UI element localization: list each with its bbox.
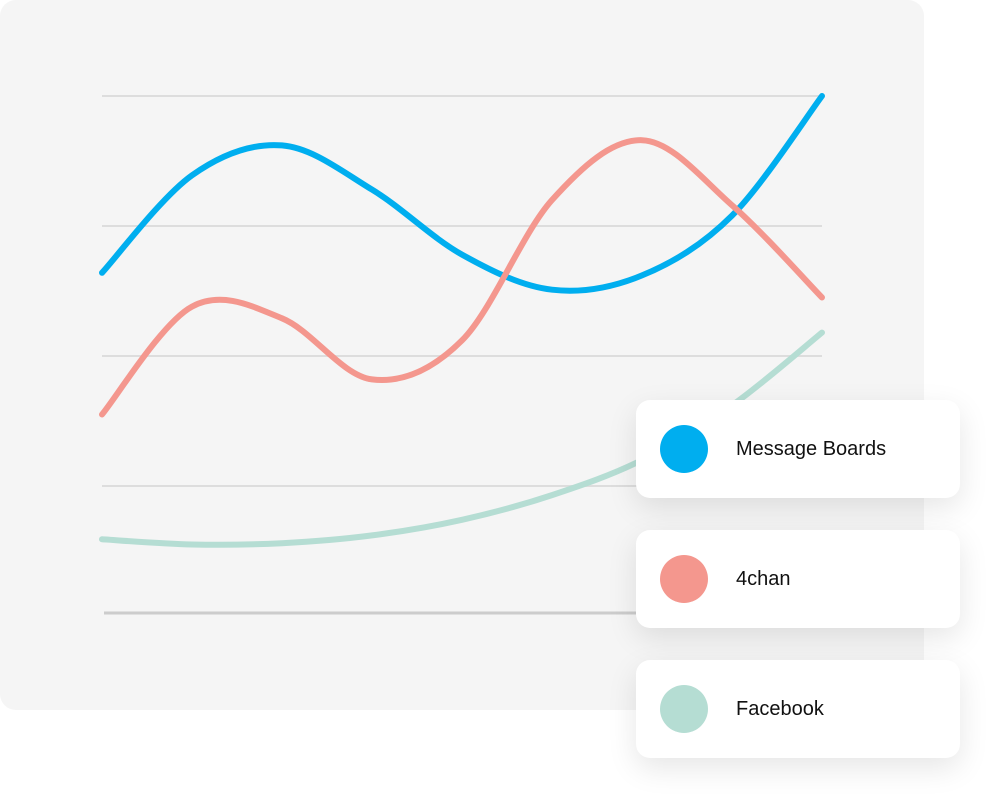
legend-label: Facebook	[736, 697, 824, 720]
legend-swatch	[660, 555, 708, 603]
legend-label: 4chan	[736, 567, 791, 590]
legend-swatch	[660, 685, 708, 733]
legend-item: Message Boards	[636, 400, 960, 498]
legend-label: Message Boards	[736, 437, 887, 460]
legend-swatch	[660, 425, 708, 473]
legend-item: Facebook	[636, 660, 960, 758]
series-line	[99, 93, 825, 294]
legend-item: 4chan	[636, 530, 960, 628]
series-line	[99, 137, 825, 418]
